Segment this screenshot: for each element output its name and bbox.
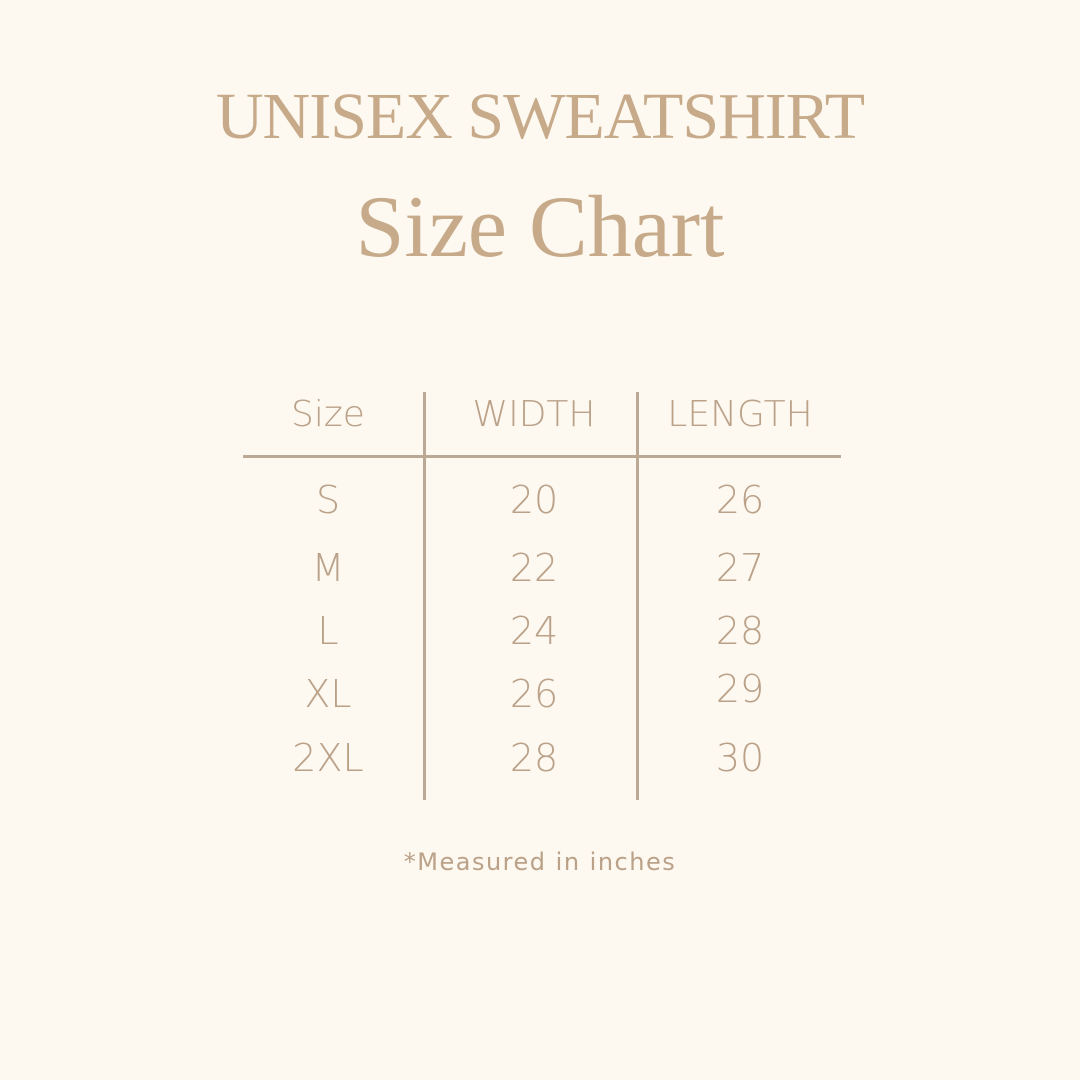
length-cell: 30 xyxy=(715,736,765,780)
header-size: Size xyxy=(291,394,365,435)
width-cell: 22 xyxy=(509,546,559,590)
length-cell: 27 xyxy=(715,546,765,590)
subtitle: Size Chart xyxy=(355,179,725,276)
length-cell: 29 xyxy=(715,667,765,711)
width-cell: 20 xyxy=(509,478,559,522)
size-cell: M xyxy=(311,546,345,590)
size-cell: 2XL xyxy=(292,736,364,780)
header-divider xyxy=(243,455,841,458)
column-divider xyxy=(423,392,426,800)
width-cell: 26 xyxy=(509,672,559,716)
measurement-note: *Measured in inches xyxy=(403,848,677,876)
length-cell: 26 xyxy=(715,478,765,522)
size-cell: XL xyxy=(304,672,352,716)
title: UNISEX SWEATSHIRT xyxy=(215,80,865,153)
width-cell: 28 xyxy=(509,736,559,780)
width-cell: 24 xyxy=(509,609,559,653)
header-length: LENGTH xyxy=(667,394,813,435)
size-cell: L xyxy=(317,609,339,653)
header-width: WIDTH xyxy=(472,394,596,435)
length-cell: 28 xyxy=(715,609,765,653)
size-cell: S xyxy=(315,478,341,522)
column-divider xyxy=(636,392,639,800)
